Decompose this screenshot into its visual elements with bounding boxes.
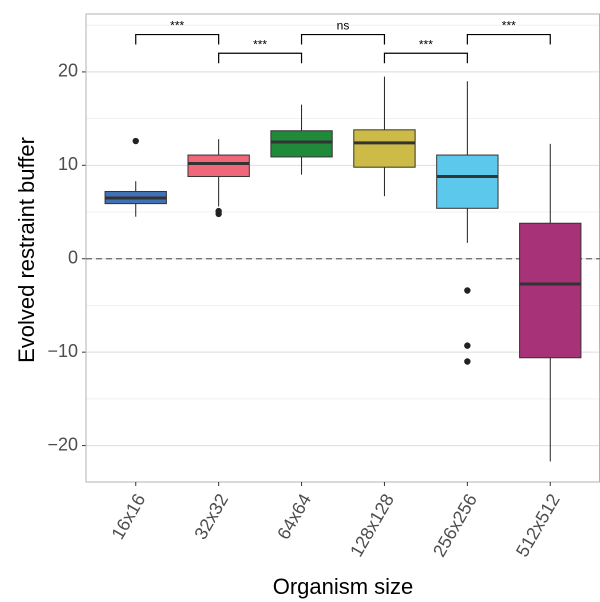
significance-label: ns xyxy=(337,19,350,33)
outlier xyxy=(215,210,222,218)
x-tick-label: 16x16 xyxy=(107,490,149,542)
box xyxy=(187,154,250,178)
box xyxy=(353,129,416,168)
y-tick-label: 0 xyxy=(68,247,78,267)
outlier xyxy=(464,358,471,365)
significance-bracket xyxy=(135,33,220,45)
box xyxy=(519,222,582,359)
box xyxy=(436,154,499,209)
y-axis-title: Evolved restraint buffer xyxy=(14,137,39,363)
y-tick-label: 10 xyxy=(58,154,78,174)
x-tick-label: 128x128 xyxy=(346,490,398,560)
x-tick-label: 256x256 xyxy=(429,490,481,560)
x-tick-label: 64x64 xyxy=(273,490,315,542)
x-tick-label: 32x32 xyxy=(190,490,232,542)
x-tick-label: 512x512 xyxy=(512,490,564,560)
y-tick-label: −10 xyxy=(47,341,78,361)
y-tick-label: 20 xyxy=(58,61,78,81)
outlier xyxy=(464,342,471,349)
outlier xyxy=(464,287,471,294)
significance-bracket xyxy=(466,33,551,45)
significance-label: *** xyxy=(253,37,267,51)
x-axis-title: Organism size xyxy=(273,574,414,599)
significance-bracket xyxy=(383,52,468,64)
significance-bracket xyxy=(300,33,386,45)
significance-label: *** xyxy=(419,37,433,51)
y-tick-label: −20 xyxy=(47,434,78,454)
box xyxy=(270,130,333,158)
significance-bracket xyxy=(218,52,303,64)
significance-label: *** xyxy=(502,19,516,33)
outlier xyxy=(132,137,139,145)
significance-label: *** xyxy=(170,19,184,33)
